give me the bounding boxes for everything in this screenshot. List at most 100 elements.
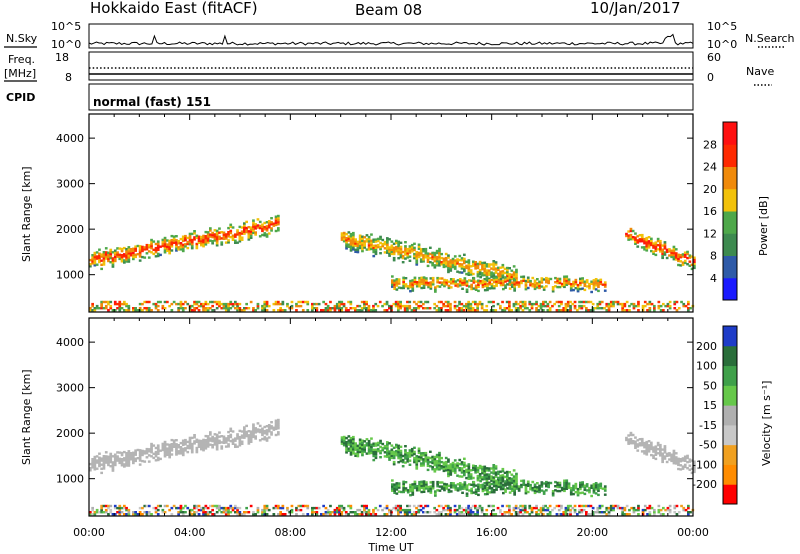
power-cell xyxy=(156,246,160,249)
velocity-cell xyxy=(197,445,201,448)
power-cell xyxy=(492,309,495,312)
power-cell xyxy=(408,304,412,308)
power-cell xyxy=(576,309,579,312)
velocity-cell xyxy=(127,508,131,512)
velocity-cell xyxy=(563,479,566,482)
power-cell xyxy=(424,252,428,255)
velocity-cell xyxy=(263,438,267,441)
velocity-cell xyxy=(383,455,387,458)
power-cell xyxy=(503,267,507,270)
velocity-cell xyxy=(358,446,362,450)
power-cell xyxy=(365,302,368,306)
power-cell xyxy=(220,302,224,306)
velocity-cell xyxy=(429,485,433,488)
velocity-cell xyxy=(444,465,448,468)
power-cell xyxy=(542,309,545,312)
velocity-cell xyxy=(222,511,226,514)
power-cell xyxy=(603,307,606,310)
power-cell xyxy=(170,245,174,248)
power-cell xyxy=(510,309,513,312)
power-cell xyxy=(127,254,131,257)
power-cell xyxy=(607,307,611,310)
velocity-cell xyxy=(609,504,613,508)
velocity-cell xyxy=(234,443,237,446)
power-cell xyxy=(195,234,199,237)
power-cell xyxy=(311,309,314,312)
velocity-cell xyxy=(591,513,595,516)
power-cell xyxy=(683,253,687,256)
velocity-cell xyxy=(177,513,180,516)
velocity-cell xyxy=(134,457,137,460)
power-cell xyxy=(132,253,135,257)
velocity-cell xyxy=(643,508,647,512)
power-cell xyxy=(274,219,278,222)
power-cell xyxy=(163,240,167,244)
power-cell xyxy=(161,238,165,242)
power-cell xyxy=(109,304,113,308)
velocity-cell xyxy=(261,508,264,512)
colorbar-tick-label: 200 xyxy=(696,340,717,353)
velocity-cell xyxy=(123,450,126,454)
velocity-cell xyxy=(656,448,660,451)
velocity-cell xyxy=(263,508,267,512)
velocity-cell xyxy=(342,506,346,510)
power-cell xyxy=(270,223,273,226)
velocity-cell xyxy=(154,511,158,514)
velocity-cell xyxy=(163,449,167,452)
velocity-cell xyxy=(263,504,267,508)
power-cell xyxy=(563,283,566,287)
power-cell xyxy=(243,232,246,235)
power-cell xyxy=(506,268,509,272)
power-cell xyxy=(445,283,449,286)
velocity-cell xyxy=(125,462,128,465)
power-cell xyxy=(535,300,538,304)
power-cell xyxy=(447,262,450,265)
power-cell xyxy=(477,281,480,284)
velocity-cell xyxy=(360,511,364,514)
velocity-cell xyxy=(102,465,106,468)
velocity-cell xyxy=(215,448,219,451)
power-cell xyxy=(530,304,534,308)
velocity-cell xyxy=(340,438,344,441)
power-cell xyxy=(132,247,135,250)
velocity-cell xyxy=(646,506,649,510)
power-cell xyxy=(449,309,452,312)
power-cell xyxy=(453,307,457,310)
power-cell xyxy=(123,255,126,258)
power-cell xyxy=(354,238,357,241)
velocity-cell xyxy=(163,442,167,446)
power-cell xyxy=(485,304,489,308)
power-cell xyxy=(184,300,187,304)
velocity-cell xyxy=(397,456,400,460)
velocity-cell xyxy=(456,466,459,469)
power-cell xyxy=(427,283,430,287)
velocity-cell xyxy=(277,422,280,426)
velocity-cell xyxy=(453,465,457,468)
power-cell xyxy=(449,259,453,262)
velocity-cell xyxy=(520,485,523,489)
power-cell xyxy=(231,304,235,308)
velocity-cell xyxy=(141,451,144,455)
power-cell xyxy=(229,302,233,306)
power-cell xyxy=(629,236,633,239)
power-cell xyxy=(502,283,505,287)
power-cell xyxy=(261,309,264,312)
power-cell xyxy=(557,309,561,312)
power-cell xyxy=(397,309,400,312)
power-cell xyxy=(147,246,151,249)
power-cell xyxy=(376,243,380,247)
power-cell xyxy=(340,236,344,239)
power-cell xyxy=(483,309,486,312)
power-cell xyxy=(249,228,253,231)
velocity-cell xyxy=(640,439,644,443)
velocity-cell xyxy=(657,511,661,514)
power-cell xyxy=(349,302,353,306)
power-cell xyxy=(175,239,178,242)
velocity-cell xyxy=(335,511,339,514)
velocity-cell xyxy=(467,469,471,472)
power-cell xyxy=(530,307,534,310)
velocity-cell xyxy=(499,470,502,473)
power-cell xyxy=(415,281,419,284)
velocity-cell xyxy=(358,508,362,512)
power-cell xyxy=(519,300,522,304)
